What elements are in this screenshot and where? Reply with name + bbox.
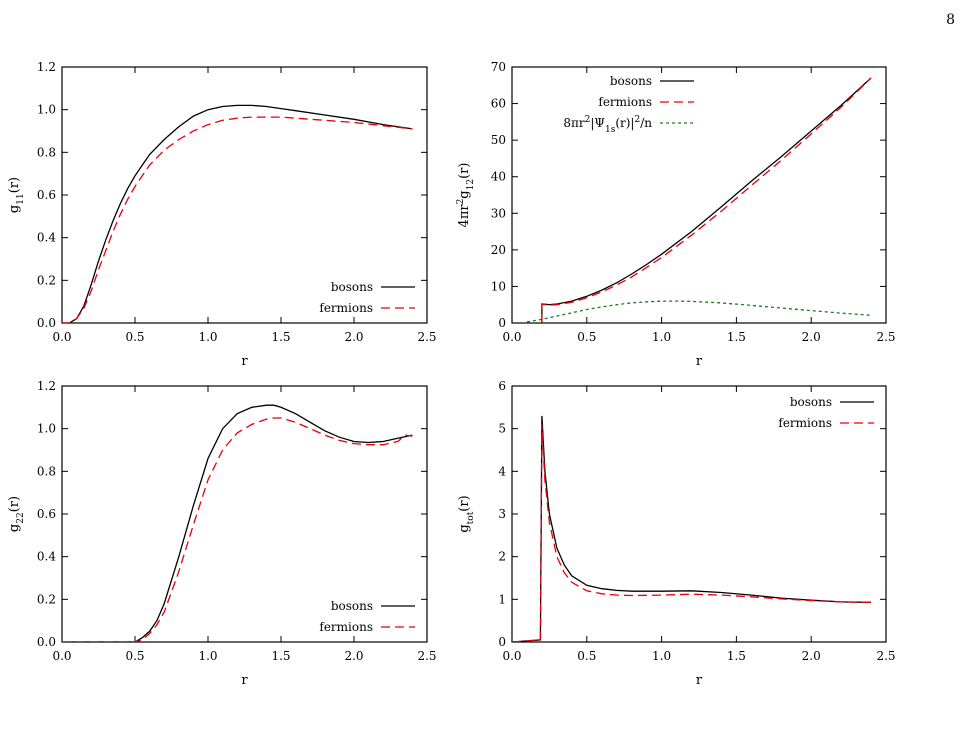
x-tick-label: 1.0	[198, 330, 217, 344]
x-tick-label: 0.5	[125, 649, 144, 663]
legend-label: fermions	[319, 301, 373, 315]
panel-g11: 0.0 0.5 1.0 1.5 2.0 2.5 0.0 0.2 0.4 0.6 0.8 1.0 1.2 r…	[7, 60, 437, 369]
x-tick-label: 2.0	[344, 330, 363, 344]
x-tick-label: 1.5	[727, 649, 746, 663]
legend-label: fermions	[598, 95, 652, 109]
x-tick-label: 1.5	[727, 330, 746, 344]
panel-gtot: 0.0 0.5 1.0 1.5 2.0 2.5 0 1 2 3 4 5 6 r gtot(r) bosons f…	[457, 379, 896, 688]
x-tick-label: 2.0	[802, 330, 821, 344]
x-axis-label: r	[241, 354, 248, 369]
y-tick-label: 30	[491, 206, 506, 220]
x-axis-label: r	[696, 673, 703, 688]
legend-label: bosons	[610, 74, 652, 88]
x-tick-label: 0.0	[502, 649, 521, 663]
y-tick-label: 6	[498, 379, 506, 393]
legend-label: bosons	[331, 280, 373, 294]
y-tick-label: 40	[491, 170, 506, 184]
x-tick-label: 0.0	[502, 330, 521, 344]
y-tick-label: 0.6	[37, 507, 56, 521]
x-tick-label: 2.5	[876, 330, 895, 344]
x-axis-label: r	[241, 673, 248, 688]
x-tick-label: 1.5	[271, 649, 290, 663]
x-tick-label: 2.5	[417, 330, 436, 344]
x-tick-label: 1.0	[652, 649, 671, 663]
y-tick-label: 0.6	[37, 188, 56, 202]
y-tick-label: 1.0	[37, 422, 56, 436]
legend-label: bosons	[790, 395, 832, 409]
y-tick-label: 0.0	[37, 635, 56, 649]
y-tick-label: 0.2	[37, 592, 56, 606]
y-tick-label: 4	[498, 464, 506, 478]
x-tick-label: 0.5	[577, 330, 596, 344]
series-line-fermions	[541, 77, 872, 323]
x-tick-label: 0.5	[577, 649, 596, 663]
y-tick-label: 0.4	[37, 550, 56, 564]
x-axis-label: r	[696, 354, 703, 369]
panel-g12: 0.0 0.5 1.0 1.5 2.0 2.5 0 10 20 30 40 50 60 70 r 4πr2g1…	[456, 60, 896, 369]
y-axis-label: 4πr2g12(r)	[456, 163, 476, 228]
y-tick-label: 0.2	[37, 273, 56, 287]
series-line-bosons	[541, 77, 872, 323]
series-line-fermions	[62, 417, 413, 642]
y-axis-label: g11(r)	[7, 177, 26, 213]
legend-label: fermions	[778, 416, 832, 430]
y-tick-label: 1.0	[37, 103, 56, 117]
y-tick-label: 0	[498, 316, 506, 330]
page-number: 8	[946, 12, 955, 28]
legend-label: bosons	[331, 599, 373, 613]
y-axis-label: gtot(r)	[457, 495, 476, 532]
y-tick-label: 0.8	[37, 145, 56, 159]
panel-g22: 0.0 0.5 1.0 1.5 2.0 2.5 0.0 0.2 0.4 0.6 0.8 1.0 1.2 r…	[7, 379, 437, 688]
y-tick-label: 50	[491, 133, 506, 147]
x-tick-label: 1.0	[198, 649, 217, 663]
y-tick-label: 60	[491, 97, 506, 111]
series-line-fermions	[62, 116, 413, 323]
y-tick-label: 0.8	[37, 464, 56, 478]
y-tick-label: 0.0	[37, 316, 56, 330]
series-line-fermions	[512, 424, 872, 642]
x-tick-label: 0.0	[52, 649, 71, 663]
y-tick-label: 5	[498, 422, 506, 436]
y-tick-label: 10	[491, 279, 506, 293]
series-line-bosons	[512, 415, 872, 642]
series-line-8-r2-1s-r-2-n	[526, 300, 872, 323]
y-axis-label: g22(r)	[7, 496, 26, 532]
legend-label: 8πr2|Ψ1s(r)|2/n	[563, 115, 652, 135]
x-tick-label: 0.5	[125, 330, 144, 344]
y-tick-label: 2	[498, 550, 506, 564]
series-line-bosons	[62, 404, 413, 642]
y-tick-label: 70	[491, 60, 506, 74]
y-tick-label: 0	[498, 635, 506, 649]
legend-label: fermions	[319, 620, 373, 634]
series-line-bosons	[62, 104, 413, 323]
y-tick-label: 1.2	[37, 60, 56, 74]
y-tick-label: 0.4	[37, 231, 56, 245]
x-tick-label: 2.0	[344, 649, 363, 663]
x-tick-label: 0.0	[52, 330, 71, 344]
plot-frame	[511, 66, 887, 324]
x-tick-label: 1.5	[271, 330, 290, 344]
x-tick-label: 2.5	[417, 649, 436, 663]
y-tick-label: 20	[491, 243, 506, 257]
x-tick-label: 2.0	[802, 649, 821, 663]
y-tick-label: 3	[498, 507, 506, 521]
y-tick-label: 1.2	[37, 379, 56, 393]
x-tick-label: 2.5	[876, 649, 895, 663]
x-tick-label: 1.0	[652, 330, 671, 344]
y-tick-label: 1	[498, 592, 506, 606]
